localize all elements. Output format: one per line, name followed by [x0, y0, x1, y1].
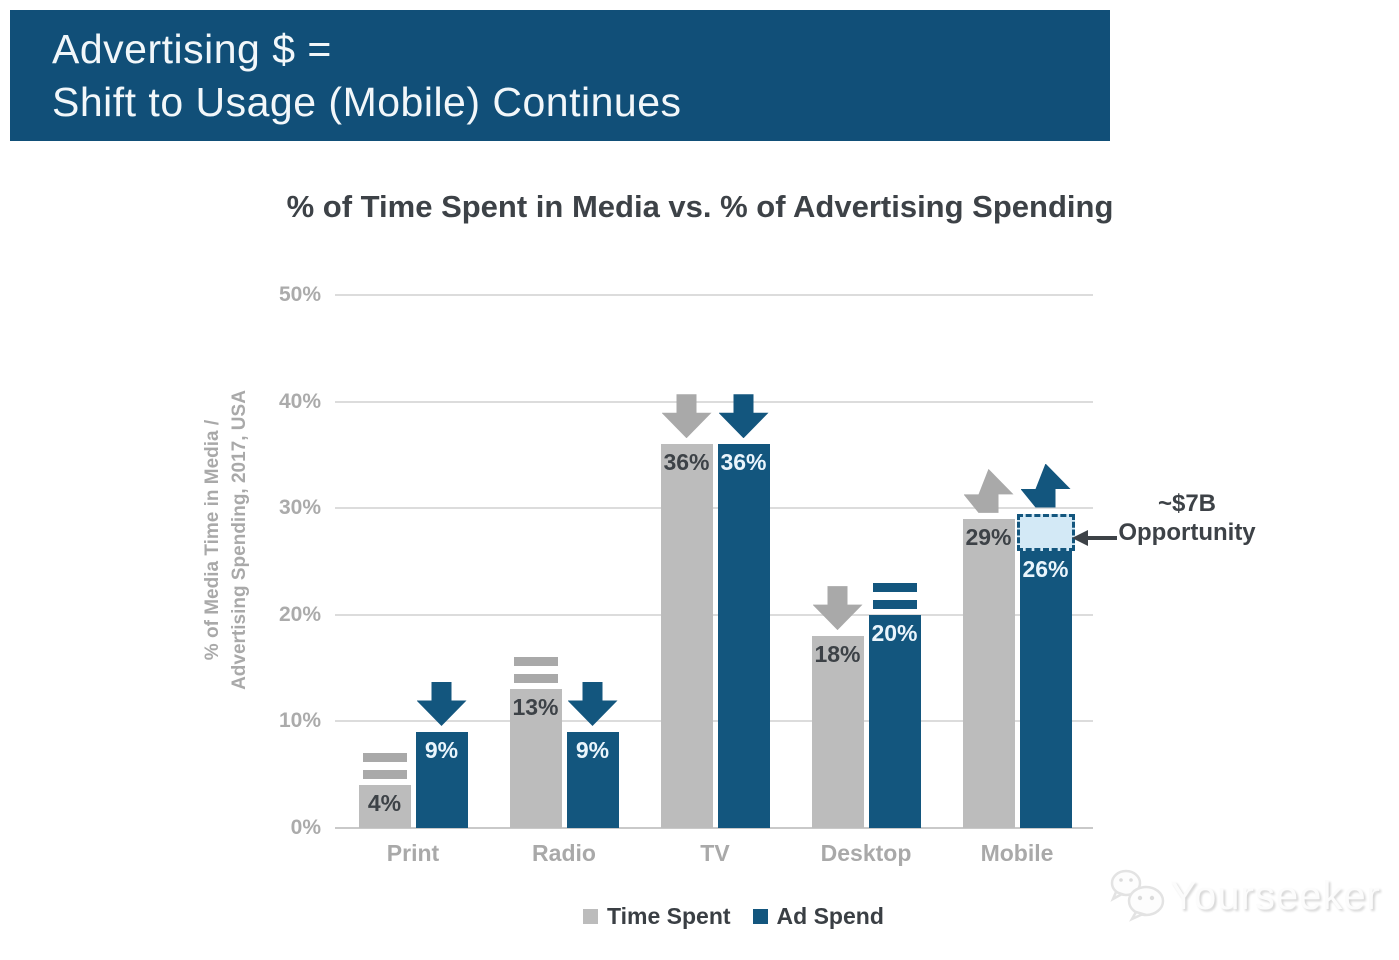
opportunity-highlight-box — [1016, 513, 1075, 551]
time-spent-value-label-mobile: 29% — [965, 523, 1012, 550]
gridline-50% — [335, 294, 1093, 296]
opportunity-value: ~$7B — [1157, 490, 1217, 517]
equals-bar — [513, 674, 558, 684]
ad-spend-value-label-tv: 36% — [720, 449, 767, 476]
x-axis-label-radio: Radio — [532, 840, 596, 866]
chat-bubbles-logo-icon — [1110, 869, 1165, 922]
gridline-20% — [335, 613, 1093, 616]
equals-bar — [872, 582, 917, 592]
ad-spend-swatch — [752, 909, 768, 924]
ad-spend-value-label-radio: 9% — [575, 737, 610, 764]
header-title-line1: Advertising $ = — [52, 26, 332, 72]
opportunity-annotation: ~$7B Opportunity — [1106, 489, 1268, 547]
time-spent-bar-mobile — [962, 518, 1015, 828]
time-spent-value-label-tv: 36% — [663, 449, 710, 476]
legend-item-time-spent: Time Spent — [583, 903, 731, 930]
watermark: Yourseeker — [1106, 868, 1381, 924]
time-spent-bar-radio — [509, 689, 562, 828]
gridline-10% — [335, 720, 1093, 723]
ad-spend-bar-print — [415, 732, 468, 828]
trend-equals-icon-time-spent-radio — [511, 657, 561, 684]
ad-spend-value-label-print: 9% — [424, 737, 459, 764]
y-tick-label-50%: 50% — [278, 283, 321, 306]
gridline-40% — [335, 400, 1093, 403]
x-axis-label-mobile: Mobile — [980, 840, 1054, 866]
opportunity-label: Opportunity — [1118, 519, 1256, 546]
time-spent-swatch — [583, 909, 598, 924]
equals-bar — [872, 599, 917, 609]
chart-title: % of Time Spent in Media vs. % of Advert… — [286, 189, 1114, 224]
trend-equals-icon-ad-spend-desktop — [870, 582, 920, 609]
x-axis-label-desktop: Desktop — [820, 840, 912, 866]
y-tick-label-0%: 0% — [290, 816, 321, 839]
gridline-0% — [335, 827, 1093, 829]
x-axis-label-print: Print — [386, 840, 440, 866]
y-tick-label-10%: 10% — [278, 709, 321, 733]
time-spent-value-label-print: 4% — [367, 790, 402, 817]
time-spent-value-label-desktop: 18% — [814, 641, 861, 668]
header-title-line2: Shift to Usage (Mobile) Continues — [52, 79, 682, 125]
time-spent-bar-tv — [660, 444, 713, 828]
legend-item-ad-spend: Ad Spend — [752, 903, 884, 930]
x-axis-label-tv: TV — [700, 840, 730, 866]
trend-down-arrow-icon-time-spent-desktop — [812, 586, 863, 631]
ad-spend-bar-mobile — [1019, 550, 1072, 828]
equals-bar — [513, 657, 558, 667]
legend-label-time-spent: Time Spent — [607, 903, 731, 929]
watermark-text: Yourseeker — [1170, 873, 1381, 918]
ad-spend-bar-radio — [566, 732, 619, 828]
ad-spend-value-label-desktop: 20% — [871, 619, 918, 646]
trend-equals-icon-time-spent-print — [360, 753, 410, 780]
equals-bar — [362, 770, 407, 780]
ad-spend-bar-desktop — [868, 614, 921, 828]
equals-bar — [362, 753, 407, 763]
header-banner: Advertising $ = Shift to Usage (Mobile) … — [10, 10, 1110, 141]
gridline-30% — [335, 507, 1093, 510]
legend-label-ad-spend: Ad Spend — [776, 903, 884, 929]
ad-spend-value-label-mobile: 26% — [1022, 555, 1069, 582]
y-tick-label-20%: 20% — [278, 602, 321, 626]
time-spent-bar-desktop — [811, 636, 864, 828]
trend-up-arrow-icon-ad-spend-mobile — [1020, 463, 1071, 508]
time-spent-value-label-radio: 13% — [512, 694, 559, 721]
legend: Time Spent Ad Spend — [583, 903, 884, 930]
y-tick-label-40%: 40% — [278, 389, 321, 413]
left-arrow-icon — [1072, 530, 1117, 546]
y-tick-label-30%: 30% — [278, 496, 321, 520]
ad-spend-bar-tv — [717, 444, 770, 828]
time-spent-bar-print — [358, 785, 411, 828]
